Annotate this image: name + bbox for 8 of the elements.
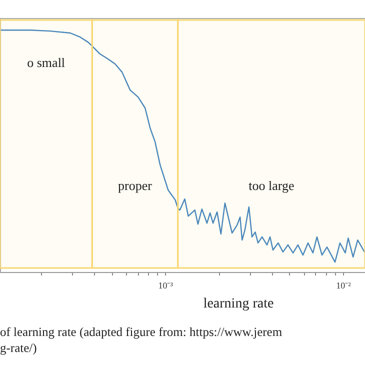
- text: of learning rate (adapted figure from: https://www.jerem: [0, 325, 282, 339]
- band-label: too large: [248, 178, 294, 193]
- text: g-rate/): [0, 341, 37, 355]
- band-label: proper: [118, 178, 153, 193]
- band-label: o small: [27, 55, 66, 70]
- x-tick-label: 10⁻²: [336, 280, 352, 290]
- x-axis-title: learning rate: [203, 296, 274, 312]
- x-tick-label: 10⁻³: [158, 280, 174, 290]
